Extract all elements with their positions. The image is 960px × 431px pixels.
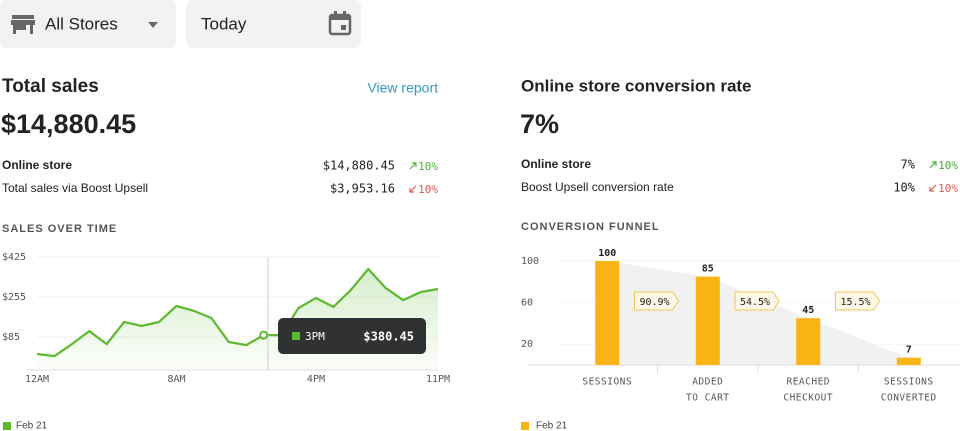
tooltip-label: 3PM — [305, 330, 325, 343]
tooltip-swatch — [292, 332, 300, 340]
rate-badge — [634, 291, 680, 311]
bar — [896, 357, 921, 365]
row-change: 10% — [418, 183, 438, 196]
chart-title: CONVERSION FUNNEL — [521, 221, 660, 233]
legend-swatch — [3, 422, 11, 430]
x-tick-label: SESSIONS — [884, 377, 934, 388]
line — [36, 267, 439, 358]
row-change: 10% — [938, 159, 958, 172]
legend-swatch — [521, 422, 529, 430]
view-report-link[interactable]: View report — [367, 80, 438, 96]
x-tick-label: ADDED — [692, 377, 723, 388]
rate-label: 90.9% — [639, 297, 669, 308]
x-tick-label: REACHED — [786, 377, 830, 388]
tooltip — [278, 318, 426, 354]
bar-value-label: 45 — [802, 305, 814, 316]
hover-point — [259, 330, 269, 340]
x-tick-label: 11PM — [426, 374, 450, 385]
change-arrow — [929, 161, 937, 169]
row-value: $14,880.45 — [323, 159, 395, 173]
funnel-shade — [607, 261, 909, 365]
dropdown-caret — [148, 22, 158, 28]
bar-value-label: 7 — [906, 345, 912, 356]
legend-label: Feb 21 — [16, 421, 48, 431]
store-filter-label: All Stores — [45, 14, 118, 33]
chart-title: SALES OVER TIME — [2, 223, 117, 235]
y-tick-label: 60 — [521, 298, 533, 309]
bar — [796, 318, 821, 365]
y-tick-label: $425 — [2, 252, 26, 263]
store-filter[interactable] — [0, 0, 176, 48]
rate-label: 54.5% — [740, 297, 770, 308]
tooltip-value: $380.45 — [363, 330, 414, 344]
x-tick-label: 12AM — [25, 374, 49, 385]
panel-title: Total sales — [2, 76, 99, 97]
row-label: Total sales via Boost Upsell — [2, 181, 148, 195]
row-change: 10% — [418, 160, 438, 173]
change-arrow — [409, 162, 417, 170]
x-tick-label: CHECKOUT — [783, 393, 833, 404]
row-label: Online store — [521, 157, 591, 171]
row-value: 10% — [893, 181, 915, 195]
total-value: 7% — [520, 109, 559, 139]
date-filter[interactable] — [186, 0, 361, 48]
change-arrow — [929, 184, 937, 192]
row-change: 10% — [938, 182, 958, 195]
y-tick-label: $85 — [2, 332, 20, 343]
x-tick-label: 8AM — [167, 374, 185, 385]
x-tick-label: TO CART — [686, 393, 730, 404]
panel-title: Online store conversion rate — [521, 76, 752, 95]
total-value: $14,880.45 — [1, 109, 136, 139]
bar — [695, 276, 720, 365]
legend-label: Feb 21 — [536, 421, 568, 431]
store-icon — [11, 15, 35, 34]
row-value: 7% — [901, 158, 916, 172]
date-filter-label: Today — [201, 14, 247, 33]
y-tick-label: 20 — [521, 339, 533, 350]
row-label: Online store — [2, 158, 72, 172]
rate-badge — [835, 291, 881, 311]
change-arrow — [409, 185, 417, 193]
rate-label: 15.5% — [840, 297, 870, 308]
rate-badge — [734, 291, 780, 311]
y-tick-label: 100 — [521, 256, 539, 267]
calendar-icon — [328, 11, 352, 36]
bar — [595, 261, 620, 365]
x-tick-label: 4PM — [307, 374, 325, 385]
y-tick-label: $255 — [2, 292, 26, 303]
bar-value-label: 100 — [598, 248, 616, 259]
bar-value-label: 85 — [702, 264, 714, 275]
row-value: $3,953.16 — [330, 182, 395, 196]
x-tick-label: SESSIONS — [582, 377, 632, 388]
row-label: Boost Upsell conversion rate — [521, 180, 674, 194]
x-tick-label: CONVERTED — [881, 393, 937, 404]
